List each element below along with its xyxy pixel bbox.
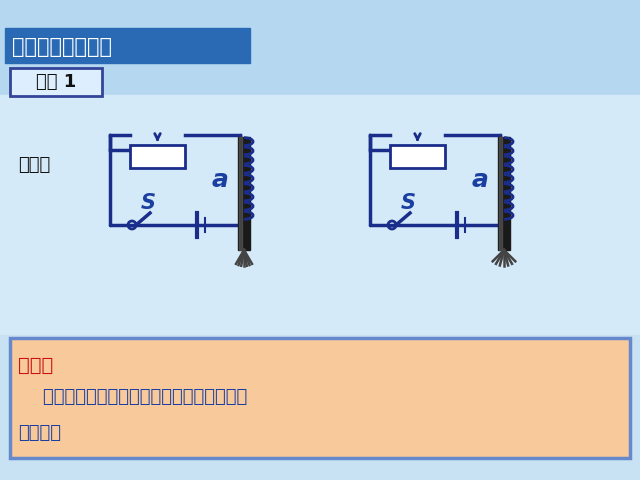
Bar: [0, 95, 640, 335]
Bar: [239, 137, 242, 250]
Text: 现象：: 现象：: [18, 156, 51, 174]
Text: 结论：: 结论：: [18, 356, 53, 375]
Text: 演示 1: 演示 1: [36, 73, 76, 91]
Bar: [238, 137, 250, 250]
Text: S: S: [141, 193, 156, 213]
Text: 二、电磁铁的磁性: 二、电磁铁的磁性: [12, 37, 112, 57]
Bar: [390, 145, 445, 168]
Bar: [499, 137, 502, 250]
Bar: [498, 137, 510, 250]
Bar: [5, 28, 250, 63]
Text: a: a: [212, 168, 228, 192]
Bar: [10, 338, 630, 458]
Text: 匝数一定时，通入的电流越大，电磁铁的磁: 匝数一定时，通入的电流越大，电磁铁的磁: [18, 388, 247, 406]
Bar: [0, 335, 640, 480]
Text: a: a: [472, 168, 488, 192]
Text: S: S: [401, 193, 415, 213]
Bar: [10, 68, 102, 96]
Bar: [130, 145, 185, 168]
Text: 性越强。: 性越强。: [18, 424, 61, 442]
